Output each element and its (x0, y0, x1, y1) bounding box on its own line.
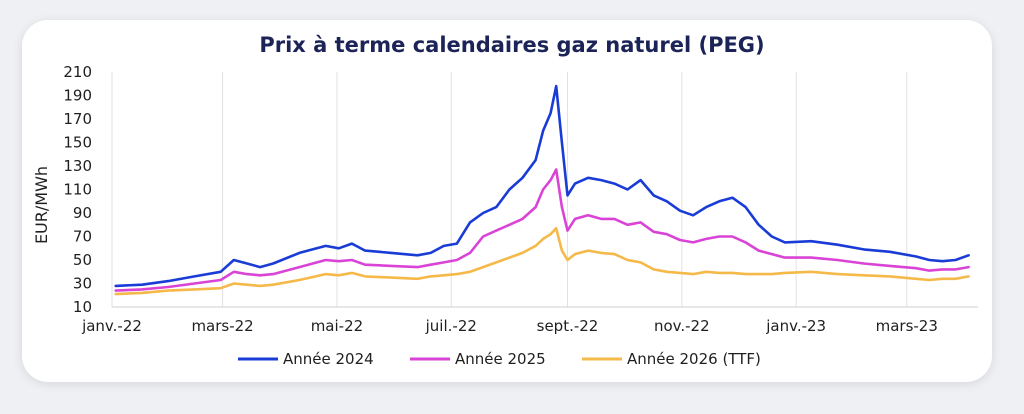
x-tick-label: sept.-22 (537, 317, 599, 335)
chart-card (22, 20, 992, 382)
y-tick-label: 50 (73, 251, 92, 269)
legend-label: Année 2026 (TTF) (627, 350, 761, 368)
y-tick-label: 190 (63, 87, 92, 105)
y-tick-label: 30 (73, 275, 92, 293)
x-tick-label: mai-22 (311, 317, 363, 335)
x-tick-label: nov.-22 (654, 317, 710, 335)
x-tick-label: janv.-23 (765, 317, 826, 335)
y-tick-labels: 10 30 50 70 90 110 130 150 170 190 210 (63, 63, 92, 316)
legend-label: Année 2024 (283, 350, 374, 368)
chart-title: Prix à terme calendaires gaz naturel (PE… (259, 33, 765, 57)
y-axis-label: EUR/MWh (32, 166, 51, 244)
x-tick-label: juil.-22 (425, 317, 477, 335)
y-tick-label: 130 (63, 157, 92, 175)
x-tick-label: mars-22 (191, 317, 253, 335)
y-tick-label: 210 (63, 63, 92, 81)
legend-label: Année 2025 (455, 350, 546, 368)
y-tick-label: 10 (73, 298, 92, 316)
x-tick-label: mars-23 (876, 317, 938, 335)
series-line-1 (114, 168, 970, 292)
y-tick-label: 70 (73, 228, 92, 246)
series-line-0 (114, 84, 970, 288)
y-tick-label: 150 (63, 134, 92, 152)
x-tick-label: janv.-22 (81, 317, 142, 335)
series-lines (114, 84, 970, 296)
series-line-2 (114, 227, 970, 296)
y-tick-label: 110 (63, 181, 92, 199)
y-tick-label: 90 (73, 204, 92, 222)
y-tick-label: 170 (63, 110, 92, 128)
legend: Année 2024 Année 2025 Année 2026 (TTF) (238, 350, 761, 368)
x-tick-labels: janv.-22 mars-22 mai-22 juil.-22 sept.-22 nov… (81, 317, 938, 335)
